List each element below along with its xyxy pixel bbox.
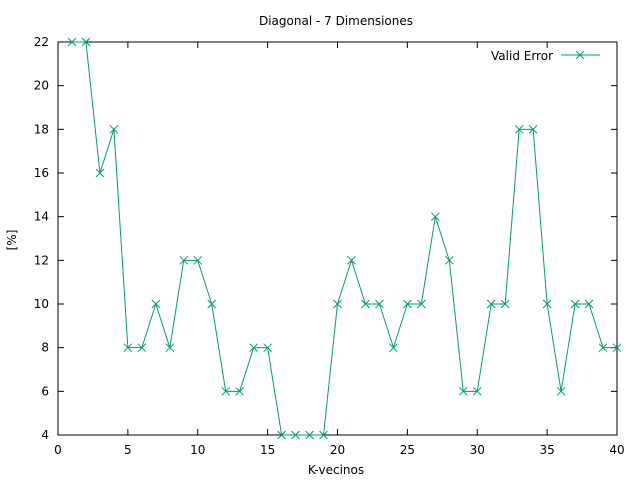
series-line-valid-error: [71, 41, 617, 436]
data-point-marker: [95, 168, 105, 178]
legend-marker: [575, 50, 585, 60]
data-point-marker: [221, 386, 231, 396]
legend: Valid Error: [491, 49, 600, 63]
data-point-marker: [137, 343, 147, 353]
x-axis-label: K-vecinos: [308, 463, 364, 477]
data-point-marker: [444, 255, 454, 265]
y-tick-label: 4: [41, 428, 49, 442]
data-point-marker: [333, 299, 342, 309]
x-tick-label: 5: [124, 443, 132, 457]
data-point-marker: [416, 299, 426, 309]
y-tick-label: 22: [34, 35, 49, 49]
data-point-marker: [389, 343, 398, 353]
data-point-marker: [612, 343, 622, 353]
x-tick-label: 0: [54, 443, 62, 457]
data-point-marker: [500, 299, 510, 309]
x-tick-label: 35: [539, 443, 554, 457]
data-point-marker: [528, 124, 538, 134]
x-tick-label: 15: [260, 443, 275, 457]
y-tick-label: 6: [41, 384, 49, 398]
data-point-marker: [570, 299, 580, 309]
data-point-marker: [81, 37, 91, 47]
x-tick-label: 40: [609, 443, 624, 457]
x-tick-label: 20: [330, 443, 345, 457]
data-point-marker: [109, 124, 119, 134]
data-point-marker: [472, 386, 482, 396]
data-point-marker: [179, 255, 189, 265]
x-tick-label: 10: [190, 443, 205, 457]
data-point-marker: [403, 299, 412, 309]
data-point-marker: [207, 299, 217, 309]
y-tick-label: 10: [34, 297, 49, 311]
x-tick-label: 25: [400, 443, 415, 457]
data-point-marker: [123, 343, 133, 353]
y-tick-label: 8: [41, 341, 49, 355]
y-tick-label: 12: [34, 253, 49, 267]
plot-border: [57, 41, 618, 436]
data-point-marker: [458, 386, 468, 396]
data-point-marker: [514, 124, 524, 134]
data-point-marker: [277, 430, 286, 440]
data-point-marker: [584, 299, 594, 309]
legend-label: Valid Error: [491, 49, 553, 63]
data-point-marker: [486, 299, 496, 309]
x-tick-label: 30: [470, 443, 485, 457]
data-point-marker: [263, 343, 272, 353]
data-point-marker: [249, 343, 259, 353]
data-point-marker: [151, 299, 161, 309]
data-point-marker: [235, 386, 245, 396]
y-tick-label: 20: [34, 79, 49, 93]
y-tick-label: 16: [34, 166, 49, 180]
data-point-marker: [598, 343, 608, 353]
data-point-marker: [165, 343, 175, 353]
data-point-marker: [375, 299, 384, 309]
data-point-marker: [67, 37, 77, 47]
data-point-marker: [542, 299, 552, 309]
chart-title: Diagonal - 7 Dimensiones: [259, 14, 413, 28]
y-axis-label: [%]: [5, 230, 19, 251]
data-point-marker: [193, 255, 203, 265]
data-point-marker: [305, 430, 314, 440]
y-tick-label: 14: [34, 210, 49, 224]
data-point-marker: [319, 430, 328, 440]
data-point-marker: [361, 299, 370, 309]
data-point-marker: [347, 255, 356, 265]
plot-area: 0 5 10 15 20 25 30 35 40 4 6 8 10 12 14 16 18 20 22: [34, 35, 625, 457]
data-point-marker: [291, 430, 300, 440]
y-tick-label: 18: [34, 122, 49, 136]
data-point-marker: [556, 386, 566, 396]
data-point-marker: [430, 212, 440, 222]
